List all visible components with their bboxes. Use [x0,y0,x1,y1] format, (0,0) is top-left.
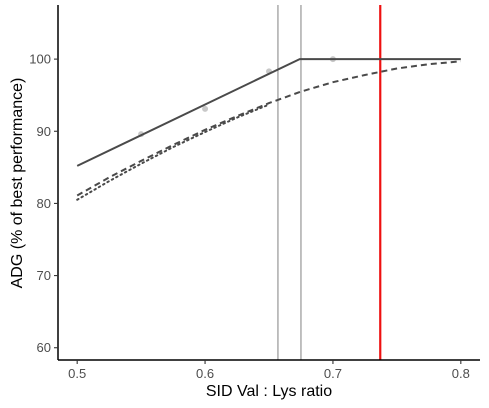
y-tick-label: 60 [37,340,51,355]
data-point [202,105,209,112]
x-tick-label: 0.8 [452,366,470,381]
x-tick-label: 0.5 [68,366,86,381]
x-tick-label: 0.7 [324,366,342,381]
y-axis-title: ADG (% of best performance) [9,78,26,289]
plot-marks [76,5,461,360]
y-tick-label: 80 [37,196,51,211]
y-tick-label: 70 [37,268,51,283]
y-tick-label: 100 [29,52,51,67]
x-axis-title: SID Val : Lys ratio [206,383,332,400]
series-line-dotted [76,103,270,201]
series-line-dashed [76,60,461,197]
series-line-solid [76,58,461,167]
axes: 0.5 0.6 0.7 0.8 60 70 80 90 100 [29,5,480,381]
y-tick-label: 90 [37,124,51,139]
x-tick-label: 0.6 [196,366,214,381]
